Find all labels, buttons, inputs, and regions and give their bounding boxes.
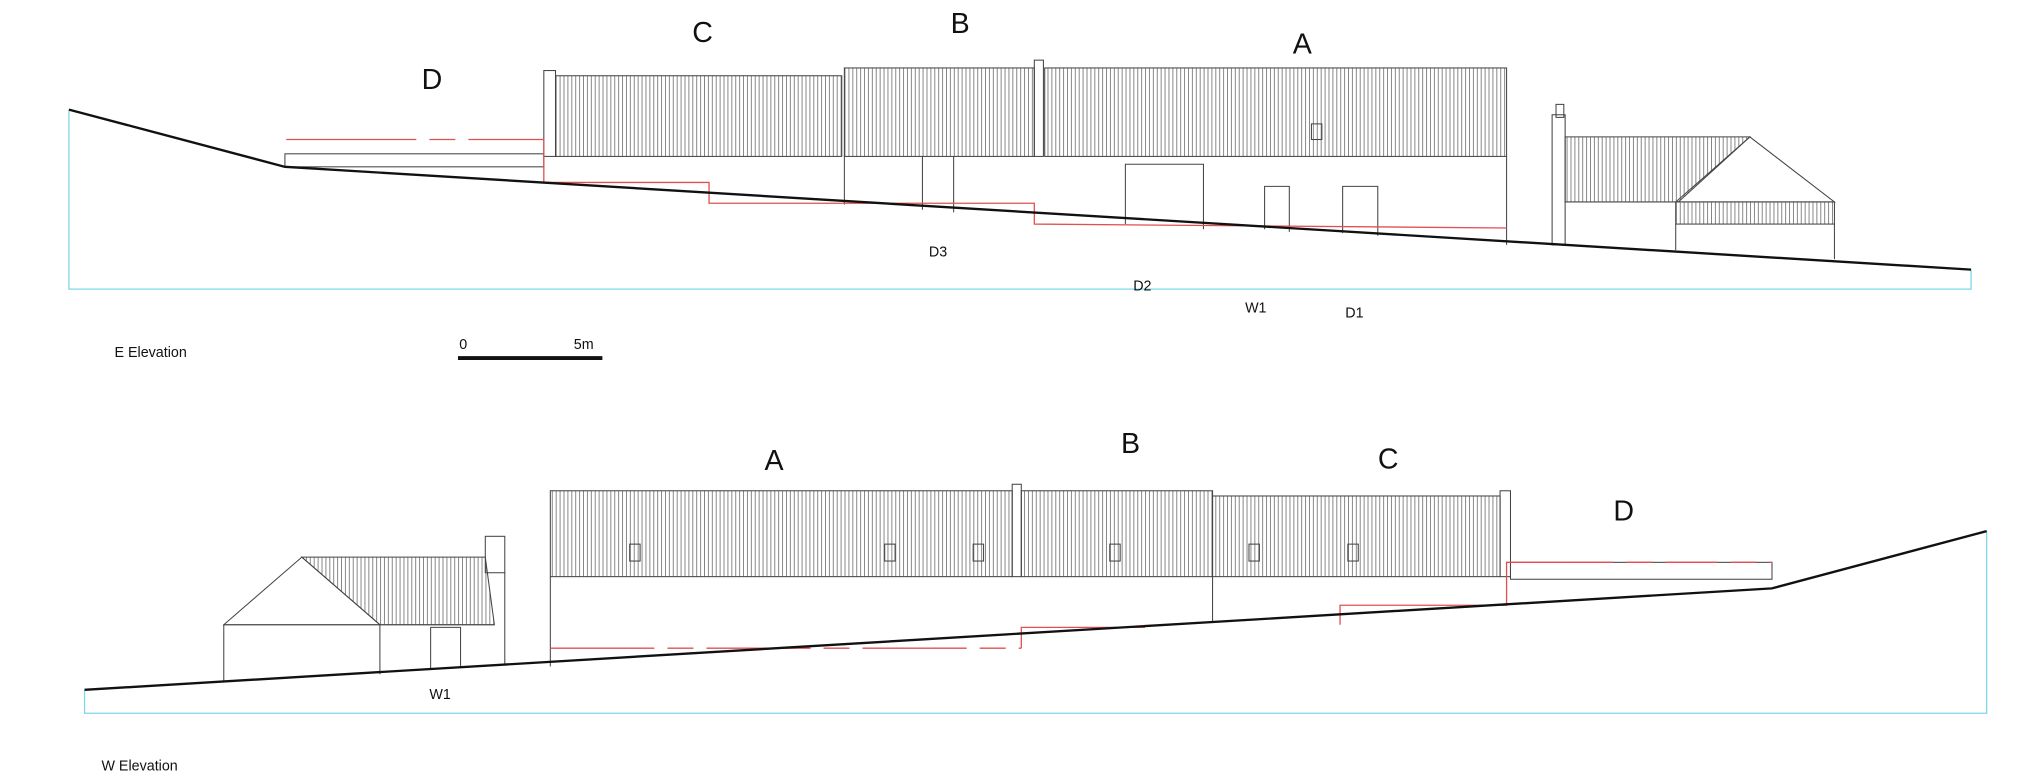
- gable-post: [1033, 59, 1044, 157]
- section-label: D: [422, 64, 443, 96]
- roof-c: [555, 75, 843, 157]
- section-label: A: [765, 445, 785, 477]
- roof-c: [1212, 495, 1501, 578]
- door: [1342, 185, 1379, 236]
- roof-a: [1044, 67, 1508, 157]
- east-elevation: D C B A D3 D2 W1 D1 E Elevation: [68, 8, 1972, 361]
- section-label: C: [692, 17, 713, 49]
- datum: [68, 109, 1972, 290]
- opening-label: W1: [429, 687, 450, 703]
- roof-light: [1248, 543, 1260, 562]
- roof-b: [843, 67, 1035, 157]
- roof-a: [549, 490, 1013, 578]
- scale-label: 0: [459, 337, 467, 353]
- cottage-roof: [1564, 136, 1752, 203]
- wall-d: [1509, 561, 1773, 580]
- section-label: A: [1293, 29, 1313, 61]
- roof-b: [1020, 490, 1214, 578]
- cottage-roof-lower: [1675, 201, 1835, 225]
- cottage-roof: [300, 556, 495, 626]
- section-label: C: [1378, 444, 1399, 476]
- gable-post: [1499, 490, 1512, 578]
- elevation-title: E Elevation: [114, 345, 186, 361]
- roof-light: [884, 543, 896, 562]
- opening-label: D2: [1133, 278, 1151, 294]
- elevation-title: W Elevation: [101, 758, 177, 774]
- chimney-wall: [1551, 114, 1566, 246]
- wall-d: [284, 153, 545, 168]
- ground-line: [68, 108, 1972, 271]
- roof-light: [1109, 543, 1121, 562]
- opening-label: D1: [1345, 306, 1363, 322]
- roof-light: [1347, 543, 1359, 562]
- roof-light: [972, 543, 985, 562]
- window: [430, 626, 462, 670]
- scale-label: 5m: [574, 337, 594, 353]
- section-label: B: [951, 8, 970, 40]
- chimney: [1555, 103, 1565, 118]
- window: [1264, 185, 1290, 232]
- datum: [83, 531, 1988, 714]
- opening-label: W1: [1245, 301, 1266, 317]
- roof-light: [1310, 123, 1323, 141]
- ground-line: [84, 529, 1987, 692]
- scale-bar: 0 5m: [457, 337, 603, 361]
- gable-post: [543, 70, 557, 157]
- gable-post: [1011, 483, 1022, 578]
- section-label: B: [1121, 428, 1140, 460]
- roof-light: [629, 543, 641, 562]
- chimney: [484, 535, 506, 574]
- west-elevation: A B C D W1 W Elevation: [83, 428, 1988, 774]
- opening-label: D3: [929, 245, 947, 261]
- door: [1124, 163, 1204, 230]
- section-label: D: [1613, 496, 1634, 528]
